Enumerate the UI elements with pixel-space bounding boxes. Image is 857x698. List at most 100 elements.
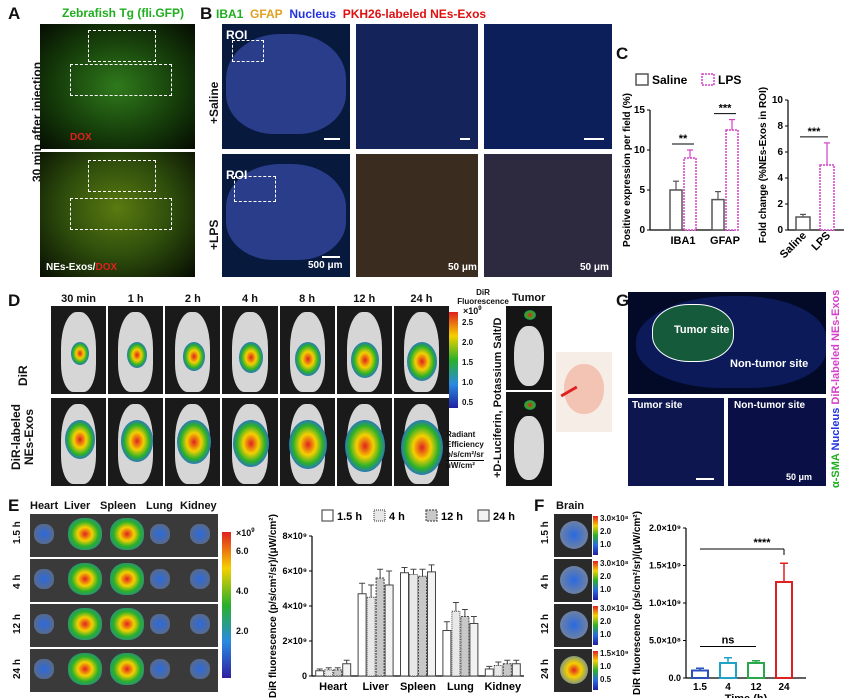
d-side-label: +D-Luciferin, Potassium Salt/D <box>492 317 504 478</box>
d-row-label-dir: DiR <box>16 365 30 386</box>
d-time-label: 8 h <box>299 293 316 305</box>
f-brain-blob <box>560 656 588 684</box>
d-mouse-image <box>165 306 221 394</box>
f-image-row: 4 h 3.0×10⁸ 2.0 1.0 <box>540 559 635 602</box>
legend-nucleus: Nucleus <box>289 7 337 21</box>
e-bar <box>484 668 494 677</box>
e-cb-tick: 2.0 <box>236 626 249 636</box>
row-label-saline: +Saline <box>207 81 221 124</box>
g-non-tumor-micro: Non-tumor site 50 μm <box>728 398 826 486</box>
d-signal-blob <box>182 342 205 371</box>
e-image-row: 24 h <box>12 649 218 692</box>
f-cb-tick: 2.0 <box>600 617 612 626</box>
c-left-ytick-label: 5 <box>639 185 645 196</box>
c-left-bar <box>725 129 739 231</box>
e-organ-blob <box>34 659 54 679</box>
e-legend-swatch <box>373 509 386 522</box>
f-brain-blob <box>560 566 588 594</box>
f-brain-blob <box>560 521 588 549</box>
c-left-bar <box>683 157 697 231</box>
e-organ-blob <box>190 569 210 589</box>
c-right-ytick-label: 2 <box>777 199 783 210</box>
f-time-label: 4 h <box>540 574 551 589</box>
e-colorbar-ticks: 6.0 4.0 2.0 <box>236 540 260 680</box>
e-organ-blob <box>34 524 54 544</box>
e-image-row: 4 h <box>12 559 218 602</box>
e-organ-blob <box>34 614 54 634</box>
f-xtick-label: 12 <box>750 682 762 693</box>
e-ytick-label: 6×10⁹ <box>282 566 307 576</box>
e-organ-blob <box>150 524 170 544</box>
f-cb-tick: 3.0×10⁸ <box>600 559 629 568</box>
c-left-xtick-label: GFAP <box>710 235 740 247</box>
f-time-label: 12 h <box>540 613 551 634</box>
e-bar <box>342 663 352 677</box>
f-cb-tick: 1.0 <box>600 585 612 594</box>
c-right-ytick-label: 6 <box>777 147 783 158</box>
e-bar <box>511 663 521 677</box>
e-cb-exp: 9 <box>251 528 255 534</box>
f-colorbar <box>593 561 598 600</box>
d-time-label: 2 h <box>184 293 201 305</box>
e-ytick-label: 2×10⁹ <box>282 636 307 646</box>
c-left-ytick-label: 0 <box>639 225 645 236</box>
micro-saline-right <box>484 24 612 149</box>
f-ytick-label: 1.5×10⁹ <box>649 561 681 571</box>
c-left-ylabel: Positive expression per field (%) <box>622 93 633 247</box>
e-xtick-label: Liver <box>362 681 389 693</box>
legend-saline-swatch <box>635 73 649 86</box>
c-left-xtick-label: IBA1 <box>670 235 695 247</box>
f-cb-tick: 1.0 <box>600 630 612 639</box>
c-right-sig-label: *** <box>808 126 822 138</box>
d-cb-mult: ×10 <box>463 306 479 316</box>
e-time-label: 12 h <box>12 613 23 634</box>
e-bar <box>333 669 343 677</box>
e-organ-blob <box>34 569 54 589</box>
f-cb-tick: 0.5 <box>600 675 612 684</box>
roi-label-saline: ROI <box>226 28 248 42</box>
d-mouse-image <box>222 306 278 394</box>
e-organ-blob <box>190 614 210 634</box>
f-brain-images: 1.5 h 3.0×10⁸ 2.0 1.0 4 h 3.0×10⁸ 2.0 1.0 12 h 3.… <box>540 514 635 696</box>
d-time-label: 12 h <box>353 293 376 305</box>
dox-label-2: DOX <box>95 262 118 273</box>
brain-section-saline: ROI <box>222 24 350 149</box>
e-bar <box>357 593 367 677</box>
d-tumor-label: Tumor <box>512 292 546 304</box>
e-bar <box>460 616 470 677</box>
e-legend-swatch <box>425 509 438 522</box>
c-left-ytick-label: 15 <box>634 105 646 116</box>
scale-label-50-a: 50 μm <box>448 262 477 273</box>
roi-label-lps: ROI <box>226 168 248 182</box>
row-label-lps: +LPS <box>207 219 221 250</box>
d-mouse-images <box>50 306 450 486</box>
f-brain-blob <box>560 611 588 639</box>
f-brain-title: Brain <box>556 500 585 512</box>
scale-label-50-b: 50 μm <box>580 262 609 273</box>
e-organ-label: Liver <box>64 500 91 512</box>
d-signal-blob <box>64 420 95 459</box>
d-signal-blob <box>176 420 211 465</box>
e-bar <box>493 665 503 677</box>
e-bar <box>315 670 325 677</box>
e-organ-blob <box>68 653 102 685</box>
e-bar <box>400 572 409 677</box>
f-xlabel: Time (h) <box>725 693 768 698</box>
legend-lps-swatch <box>701 73 715 86</box>
e-bar <box>427 571 436 677</box>
d-row-label-labeled: DiR-labeled NEs-Exos <box>9 404 36 471</box>
e-organ-blob <box>110 563 144 595</box>
d-tumor-photo <box>556 352 612 432</box>
e-time-label: 24 h <box>12 658 23 679</box>
c-right-bar <box>819 164 835 231</box>
e-bar <box>451 610 461 677</box>
f-ylabel: DiR fluorescence (p/s/cm²/sr)/(μW/cm²) <box>632 511 643 695</box>
panel-b-legend: IBA1 GFAP Nucleus PKH26-labeled NEs-Exos <box>216 7 486 21</box>
d-tumor-mouse-top <box>506 306 552 390</box>
e-organ-labels: Heart Liver Spleen Lung Kidney <box>30 500 220 514</box>
d-cb-tick: 1.0 <box>462 378 474 387</box>
d-signal-blob <box>295 342 322 376</box>
d-signal-blob <box>238 342 263 374</box>
panel-label-b: B <box>200 4 213 23</box>
e-ytick-label: 0 <box>302 671 307 681</box>
